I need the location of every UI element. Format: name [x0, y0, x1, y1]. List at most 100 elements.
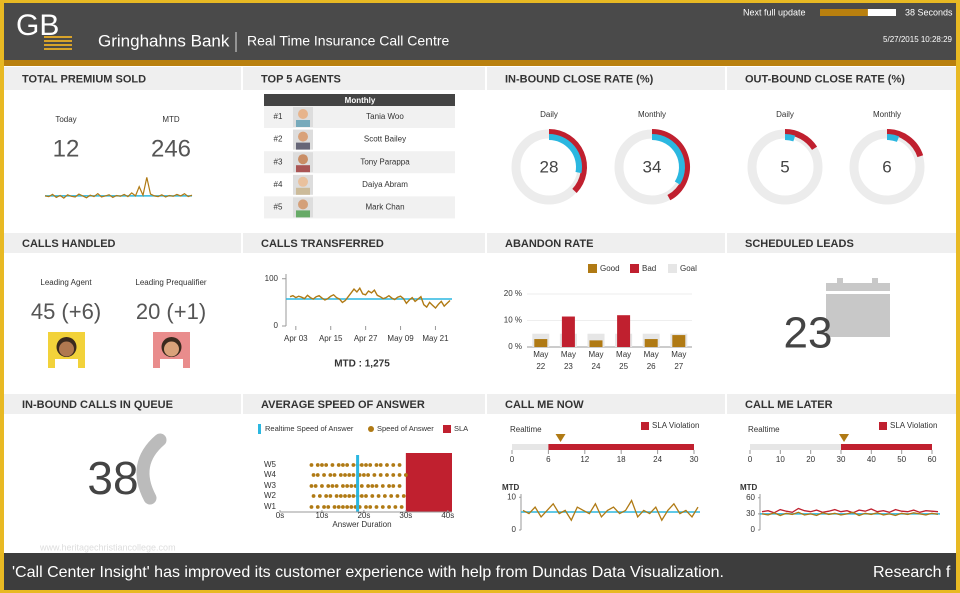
- dot: [401, 494, 406, 498]
- dot: [351, 494, 356, 498]
- avatar-head: [59, 341, 74, 357]
- label: #2: [274, 135, 283, 144]
- panel-header: [4, 67, 241, 90]
- legend-label: Good: [600, 264, 620, 273]
- dot: [349, 505, 354, 509]
- watermark: www.heritagechristiancollege.com: [39, 542, 176, 552]
- gauge-value: [784, 134, 796, 142]
- dot: [334, 494, 339, 498]
- bar: [617, 315, 631, 347]
- dot: [315, 463, 320, 467]
- label: MTD: [502, 483, 520, 492]
- y-tick-label: 100: [265, 274, 279, 283]
- table-row: [264, 196, 455, 219]
- calendar-ring: [837, 278, 843, 287]
- dot: [324, 494, 329, 498]
- x-tick-label: 6: [546, 455, 551, 464]
- dot: [343, 494, 347, 498]
- avatar-body: [160, 359, 183, 368]
- dot: [378, 463, 383, 467]
- dot: [311, 473, 316, 477]
- dot: [389, 494, 394, 498]
- x-tick-label: May: [671, 350, 686, 359]
- panel-title: IN-BOUND CALLS IN QUEUE: [22, 399, 173, 411]
- label: #4: [274, 180, 283, 189]
- progress-fill: [820, 9, 868, 16]
- y-tick-label: 0 %: [508, 342, 522, 351]
- gauge-goal: [886, 129, 924, 158]
- dot: [351, 473, 356, 477]
- gauge-value-label: 5: [780, 157, 789, 176]
- sla-zone: [405, 453, 452, 512]
- dot: [374, 505, 379, 509]
- dot: [334, 484, 339, 488]
- dot: [345, 484, 350, 488]
- label: Daily: [776, 110, 794, 119]
- gauge-goal: [784, 129, 818, 150]
- legend-label: Bad: [642, 264, 656, 273]
- dot: [351, 463, 356, 467]
- dot: [374, 484, 379, 488]
- dot: [382, 494, 387, 498]
- dot: [387, 505, 391, 509]
- y-tick-label: 0: [751, 525, 756, 534]
- panel-header: [243, 233, 485, 253]
- legend-label: SLA Violation: [890, 421, 937, 430]
- gauge-track: [849, 129, 925, 205]
- gauge-goal: [651, 129, 690, 201]
- bar: [589, 340, 603, 347]
- x-tick-label: 26: [647, 362, 656, 371]
- panel-title: IN-BOUND CLOSE RATE (%): [505, 73, 654, 85]
- label: Daily: [540, 110, 558, 119]
- x-tick-label: 20s: [357, 511, 370, 520]
- dot: [326, 505, 331, 509]
- dot: [343, 473, 347, 477]
- dot: [374, 463, 379, 467]
- x-tick-label: 12: [580, 455, 589, 464]
- dot: [311, 494, 316, 498]
- kpi-value: 23: [784, 309, 833, 358]
- x-tick-label: 30: [690, 455, 699, 464]
- x-tick-label: Apr 15: [319, 334, 343, 343]
- label: Next full update: [743, 7, 806, 17]
- panel-header: [4, 394, 241, 414]
- dot: [336, 505, 341, 509]
- label: #3: [274, 157, 283, 166]
- y-tick-label: W1: [264, 502, 277, 511]
- dot: [315, 473, 320, 477]
- dot: [349, 484, 354, 488]
- x-tick-label: Apr 27: [354, 334, 378, 343]
- label: 20 (+1): [136, 299, 206, 324]
- label: Leading Prequalifier: [135, 278, 206, 287]
- label: 38 Seconds: [905, 7, 953, 17]
- legend-label: Realtime Speed of Answer: [265, 424, 354, 433]
- header-bar: [4, 3, 956, 60]
- bar: [534, 339, 548, 347]
- avatar-head: [298, 154, 308, 165]
- trend-line: [289, 286, 451, 310]
- y-tick-label: W2: [264, 491, 277, 500]
- dot: [364, 505, 368, 509]
- avatar-body: [296, 210, 310, 218]
- bar: [561, 316, 575, 347]
- dot: [345, 505, 350, 509]
- panel-header: [243, 67, 485, 90]
- dot: [376, 494, 381, 498]
- x-tick-label: 60: [928, 455, 937, 464]
- label: Monthly: [873, 110, 901, 119]
- dot: [328, 494, 333, 498]
- y-tick-label: W3: [264, 481, 277, 490]
- dot: [397, 484, 402, 488]
- legend-label: SLA: [454, 424, 468, 433]
- dot: [397, 473, 402, 477]
- panel-header: [727, 67, 956, 90]
- x-tick-label: May: [533, 350, 548, 359]
- dot: [359, 484, 364, 488]
- realtime-marker: [555, 434, 566, 442]
- trend-line: [761, 507, 939, 514]
- dot: [324, 463, 329, 467]
- panel-title: TOTAL PREMIUM SOLD: [22, 73, 146, 85]
- x-tick-label: 25: [619, 362, 628, 371]
- label: Leading Agent: [40, 278, 92, 287]
